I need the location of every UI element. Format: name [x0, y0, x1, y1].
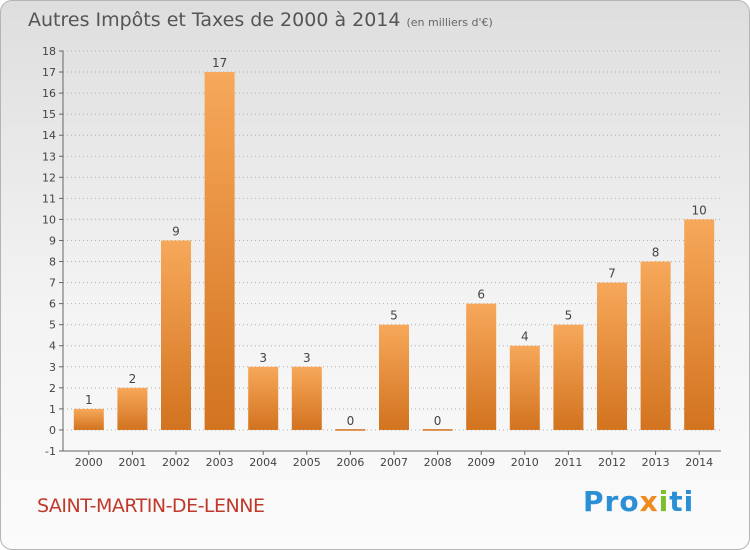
bars: [73, 72, 715, 431]
y-tick-label: 3: [49, 361, 56, 374]
x-tick-label: 2007: [380, 456, 408, 469]
bar: [117, 387, 148, 430]
bar-value-label: 1: [85, 393, 93, 407]
y-tick-label: 16: [42, 87, 56, 100]
chart-unit: (en milliers d'€): [406, 16, 493, 29]
y-tick-label: 15: [42, 108, 56, 121]
y-tick-label: 5: [49, 319, 56, 332]
y-tick-label: 7: [49, 277, 56, 290]
bar: [553, 324, 584, 430]
bar-value-label: 2: [129, 372, 137, 386]
bar-value-label: 4: [521, 330, 529, 344]
y-tick-label: 11: [42, 192, 56, 205]
bar: [379, 324, 409, 430]
y-tick-label: 4: [49, 340, 56, 353]
bar: [597, 282, 627, 430]
bar: [466, 303, 497, 430]
chart-title-text: Autres Impôts et Taxes de 2000 à 2014: [28, 9, 401, 31]
bar: [422, 429, 453, 431]
y-tick-label: 0: [49, 424, 56, 437]
y-tick-label: 10: [42, 213, 56, 226]
bar-value-label: 17: [212, 56, 227, 70]
x-tick-label: 2008: [424, 456, 452, 469]
y-tick-label: 1: [49, 403, 56, 416]
commune-name: SAINT-MARTIN-DE-LENNE: [37, 495, 265, 517]
bar: [335, 429, 366, 431]
y-tick-label: 17: [42, 66, 56, 79]
y-tick-label: 14: [42, 129, 56, 142]
x-tick-label: 2009: [467, 456, 495, 469]
proxiti-logo[interactable]: Proxiti: [583, 485, 694, 518]
y-tick-label: 6: [49, 298, 56, 311]
bar: [161, 240, 191, 430]
bar: [248, 366, 279, 430]
bar-value-label: 10: [692, 203, 707, 217]
y-tick-label: 13: [42, 150, 56, 163]
x-tick-label: 2014: [685, 456, 713, 469]
bar-value-label: 0: [434, 414, 442, 428]
x-tick-label: 2003: [206, 456, 234, 469]
x-tick-label: 2004: [249, 456, 277, 469]
y-tick-label: 12: [42, 171, 56, 184]
bar-value-label: 9: [172, 224, 180, 238]
logo-part-1: Pro: [583, 485, 640, 518]
bar-value-label: 0: [347, 414, 355, 428]
bar-value-label: 8: [652, 246, 660, 260]
y-tick-label: 2: [49, 382, 56, 395]
bar-value-label: 5: [565, 309, 573, 323]
logo-part-2: x: [639, 485, 659, 518]
x-tick-label: 2010: [511, 456, 539, 469]
data-labels: 1 2 9 17 3 3 0 5 0 6 4 5 7 8 10: [85, 56, 707, 428]
x-tick-label: 2005: [293, 456, 321, 469]
bar: [291, 366, 322, 430]
x-tick-label: 2013: [642, 456, 670, 469]
y-tick-label: 8: [49, 256, 56, 269]
bar-value-label: 3: [303, 351, 311, 365]
logo-part-3: i: [658, 485, 670, 518]
bar: [73, 408, 104, 430]
bar: [640, 261, 671, 430]
bar-value-label: 7: [608, 267, 616, 281]
y-tick-label: 18: [42, 45, 56, 58]
chart-title: Autres Impôts et Taxes de 2000 à 2014 (en…: [28, 9, 493, 31]
x-tick-label: 2001: [118, 456, 146, 469]
bar-value-label: 3: [259, 351, 267, 365]
bar-value-label: 5: [390, 309, 398, 323]
x-tick-label: 2011: [554, 456, 582, 469]
bar-value-label: 6: [477, 288, 485, 302]
y-tick-label: -1: [45, 445, 56, 458]
y-tick-label: 9: [49, 234, 56, 247]
bar: [684, 219, 715, 430]
x-tick-label: 2006: [336, 456, 364, 469]
bar: [509, 345, 540, 430]
logo-part-4: ti: [669, 485, 695, 518]
x-tick-label: 2002: [162, 456, 190, 469]
x-tick-label: 2012: [598, 456, 626, 469]
x-tick-label: 2000: [75, 456, 103, 469]
bar: [204, 72, 235, 430]
